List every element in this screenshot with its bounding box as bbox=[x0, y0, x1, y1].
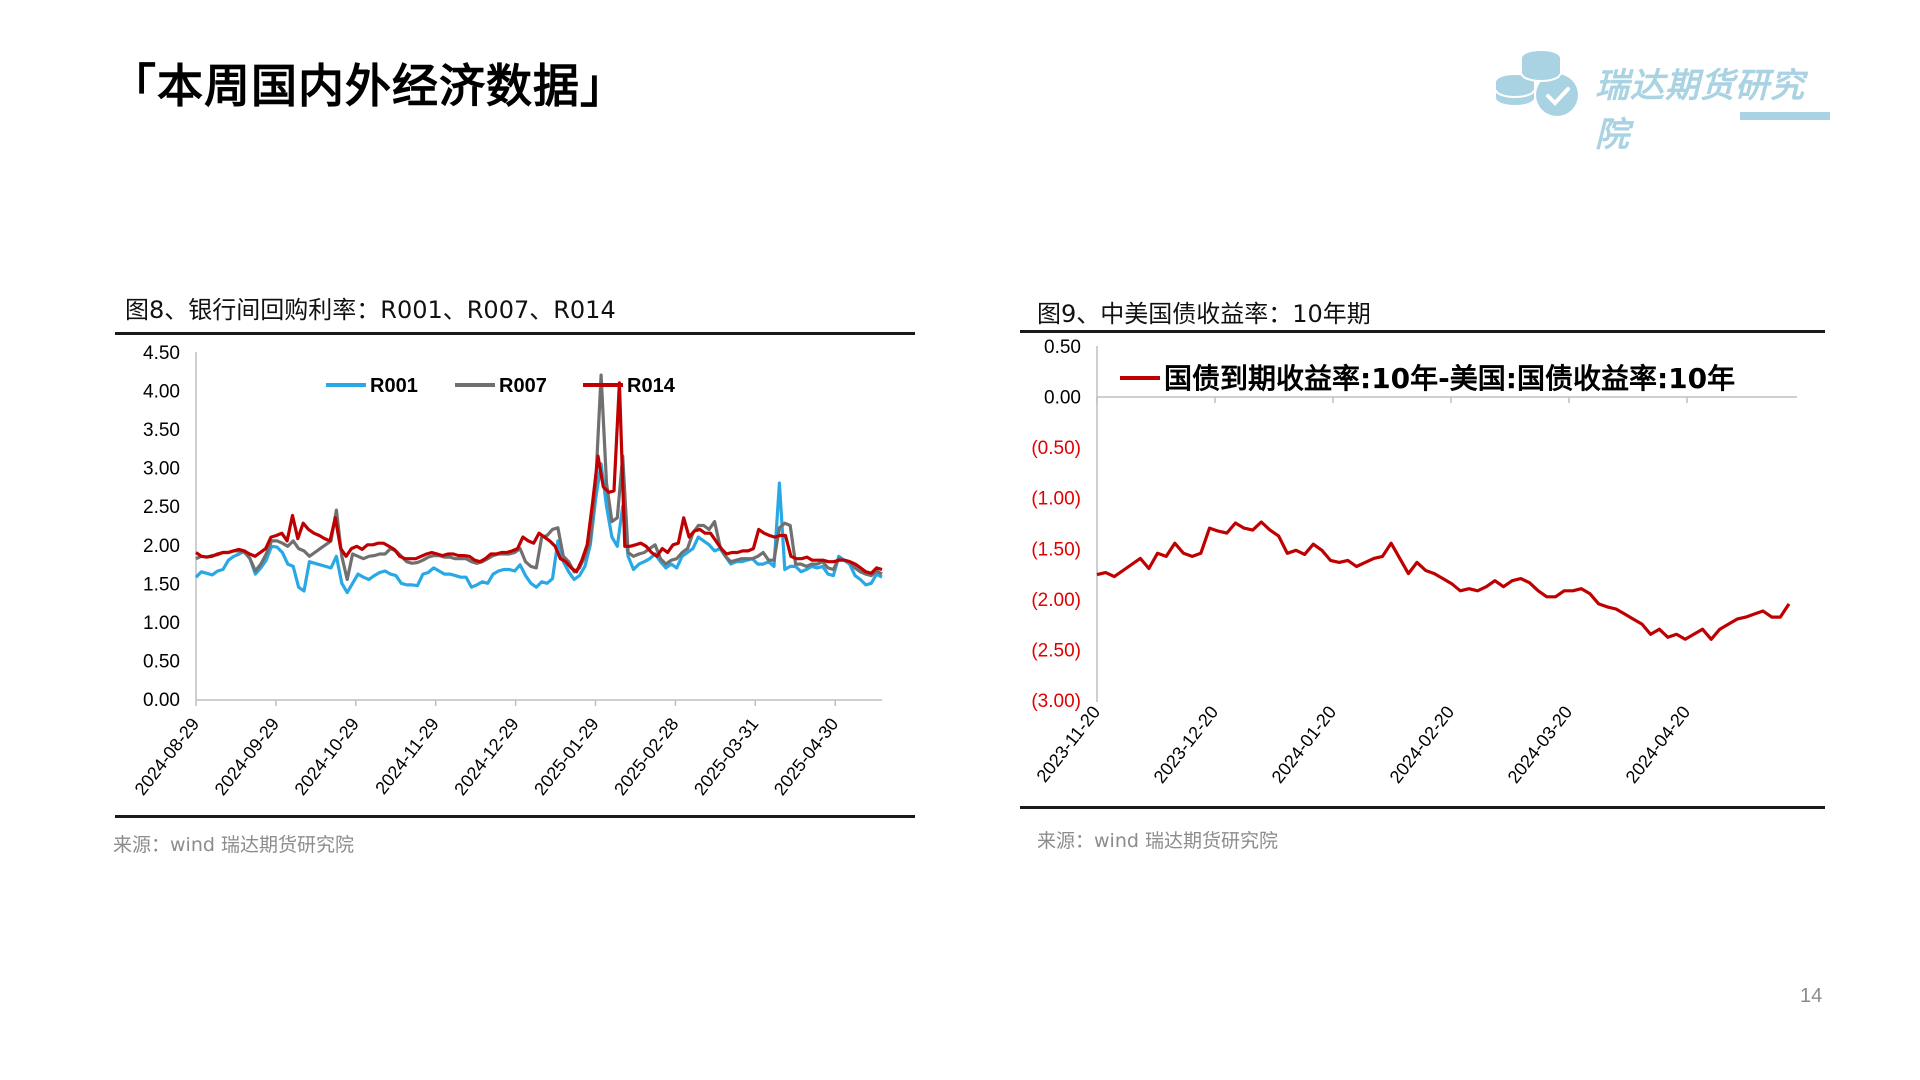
x-tick-labels: 2023-11-20 2023-12-20 2024-01-20 2024-02-20… bbox=[1033, 397, 1694, 787]
series-line-r001 bbox=[194, 462, 883, 595]
legend: R001 R007 R014 bbox=[326, 375, 676, 397]
page-title: 「本周国内外经济数据」 bbox=[110, 59, 627, 113]
series-lines bbox=[1096, 520, 1791, 641]
y-tick-label: (2.00) bbox=[1031, 590, 1081, 611]
x-tick-label: 2025-02-28 bbox=[610, 714, 682, 799]
chart-source: 来源：wind 瑞达期货研究院 bbox=[113, 834, 354, 856]
right-chart: 0.50 0.00 (0.50) (1.00) (1.50) (2.00) (2.50) (3… bbox=[1031, 337, 1797, 787]
y-tick-labels: 0.00 0.50 1.00 1.50 2.00 2.50 3.00 3.50 4.00 4.50 bbox=[143, 343, 180, 711]
x-tick-labels: 2024-08-29 2024-09-29 2024-10-29 2024-11-29… bbox=[131, 700, 842, 799]
legend-label-r001: R001 bbox=[370, 375, 418, 397]
y-tick-label: 2.50 bbox=[143, 497, 180, 518]
coins-check-icon bbox=[1495, 51, 1578, 116]
x-tick-label: 2024-02-20 bbox=[1386, 702, 1458, 787]
x-tick-label: 2024-01-20 bbox=[1268, 702, 1340, 787]
y-tick-label: 4.00 bbox=[143, 382, 180, 403]
y-tick-label: 0.50 bbox=[1044, 337, 1081, 358]
series-line--10-10- bbox=[1096, 520, 1791, 641]
legend-label-spread: 国债到期收益率:10年-美国:国债收益率:10年 bbox=[1164, 362, 1735, 395]
x-tick-label: 2025-04-30 bbox=[770, 714, 842, 799]
x-tick-label: 2025-01-29 bbox=[530, 714, 602, 799]
x-tick-label: 2023-12-20 bbox=[1150, 702, 1222, 787]
x-tick-label: 2024-09-29 bbox=[211, 714, 283, 799]
x-tick-label: 2025-03-31 bbox=[690, 714, 762, 799]
y-tick-label: 1.50 bbox=[143, 574, 180, 595]
legend-label-r007: R007 bbox=[499, 375, 547, 397]
chart-bottom-rule bbox=[1020, 806, 1825, 809]
series-line-r014 bbox=[195, 381, 883, 575]
x-tick-label: 2023-11-20 bbox=[1033, 702, 1105, 786]
x-tick-label: 2024-04-20 bbox=[1622, 702, 1694, 787]
legend: 国债到期收益率:10年-美国:国债收益率:10年 bbox=[1120, 362, 1735, 395]
chart-title-treasury-spread: 图9、中美国债收益率：10年期 bbox=[1037, 300, 1371, 328]
x-tick-label: 2024-03-20 bbox=[1504, 702, 1576, 787]
y-tick-label: (3.00) bbox=[1031, 691, 1081, 712]
page-number: 14 bbox=[1800, 985, 1823, 1007]
series-lines bbox=[194, 373, 883, 595]
x-tick-label: 2024-12-29 bbox=[450, 714, 522, 799]
series-line-r007 bbox=[195, 373, 883, 582]
y-tick-label: (2.50) bbox=[1031, 640, 1081, 661]
y-tick-label: (0.50) bbox=[1031, 438, 1081, 459]
logo: 瑞达期货研究院 bbox=[1495, 38, 1830, 155]
y-tick-label: 3.50 bbox=[143, 420, 180, 441]
legend-label-r014: R014 bbox=[627, 375, 676, 397]
y-tick-label: (1.50) bbox=[1031, 539, 1081, 560]
y-tick-label: 1.00 bbox=[143, 613, 180, 634]
chart-source: 来源：wind 瑞达期货研究院 bbox=[1037, 830, 1278, 852]
y-tick-label: 0.50 bbox=[143, 651, 180, 672]
chart-bottom-rule bbox=[115, 815, 915, 818]
y-tick-label: 4.50 bbox=[143, 343, 180, 364]
logo-text: 瑞达期货研究院 bbox=[1595, 66, 1805, 155]
y-tick-label: 3.00 bbox=[143, 459, 180, 480]
logo-underline bbox=[1740, 112, 1830, 120]
x-tick-label: 2024-08-29 bbox=[131, 714, 203, 799]
x-tick-label: 2024-10-29 bbox=[291, 714, 363, 799]
left-chart: 0.00 0.50 1.00 1.50 2.00 2.50 3.00 3.50 4.00 4.50… bbox=[131, 343, 883, 799]
chart-title-repo-rates: 图8、银行间回购利率：R001、R007、R014 bbox=[125, 296, 616, 324]
x-tick-label: 2024-11-29 bbox=[371, 714, 443, 798]
y-tick-label: 0.00 bbox=[1044, 388, 1081, 409]
chart-top-rule bbox=[1020, 330, 1825, 333]
y-tick-label: (1.00) bbox=[1031, 489, 1081, 510]
y-tick-label: 0.00 bbox=[143, 690, 180, 711]
y-tick-labels: 0.50 0.00 (0.50) (1.00) (1.50) (2.00) (2.50) (3… bbox=[1031, 337, 1081, 712]
chart-top-rule bbox=[115, 332, 915, 335]
y-tick-label: 2.00 bbox=[143, 536, 180, 557]
